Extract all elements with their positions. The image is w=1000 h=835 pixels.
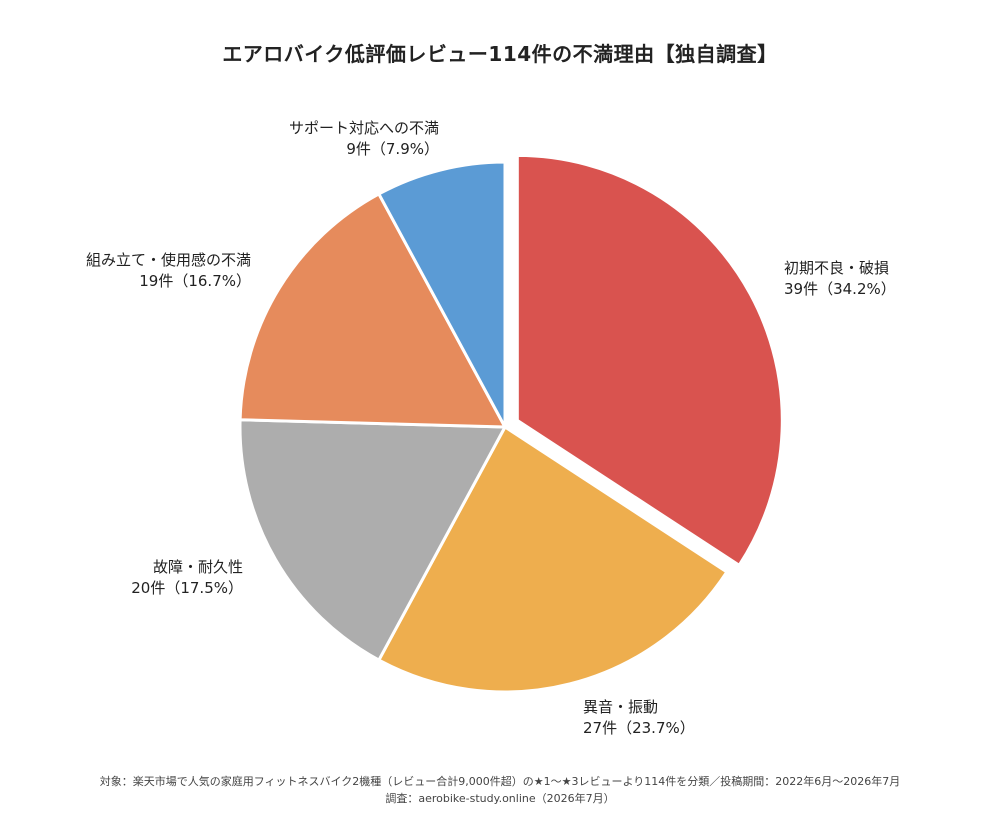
chart-title: エアロバイク低評価レビュー114件の不満理由【独自調査】 <box>222 42 778 66</box>
slice-label-failure-durability: 故障・耐久性 20件（17.5%） <box>131 557 243 599</box>
pie-slice-support <box>377 160 507 429</box>
slice-label-initial-defect: 初期不良・破損 39件（34.2%） <box>784 258 896 300</box>
pie-slice-failure-durability <box>238 418 507 662</box>
footer-source-note: 対象：楽天市場で人気の家庭用フィットネスバイク2機種（レビュー合計9,000件超… <box>99 775 901 788</box>
slice-value: 20件（17.5%） <box>131 579 243 597</box>
slice-name: 初期不良・破損 <box>784 259 890 277</box>
slice-name: 異音・振動 <box>583 698 659 716</box>
slice-value: 19件（16.7%） <box>139 272 251 290</box>
slice-name: サポート対応への不満 <box>288 119 439 137</box>
slice-value: 27件（23.7%） <box>583 719 695 737</box>
pie-slice-initial-defect <box>515 153 784 567</box>
slice-label-noise-vibration: 異音・振動 27件（23.7%） <box>583 697 695 739</box>
slice-name: 故障・耐久性 <box>152 558 243 576</box>
slice-value: 9件（7.9%） <box>346 140 439 158</box>
slice-label-support: サポート対応への不満 9件（7.9%） <box>289 118 439 160</box>
slice-label-assembly-usability: 組み立て・使用感の不満 19件（16.7%） <box>86 250 251 292</box>
footer-survey-credit: 調査：aerobike-study.online（2026年7月） <box>385 792 615 805</box>
pie-slice-noise-vibration <box>377 425 729 694</box>
slice-value: 39件（34.2%） <box>784 280 896 298</box>
pie-slice-assembly-usability <box>238 192 507 429</box>
slice-name: 組み立て・使用感の不満 <box>85 251 251 269</box>
